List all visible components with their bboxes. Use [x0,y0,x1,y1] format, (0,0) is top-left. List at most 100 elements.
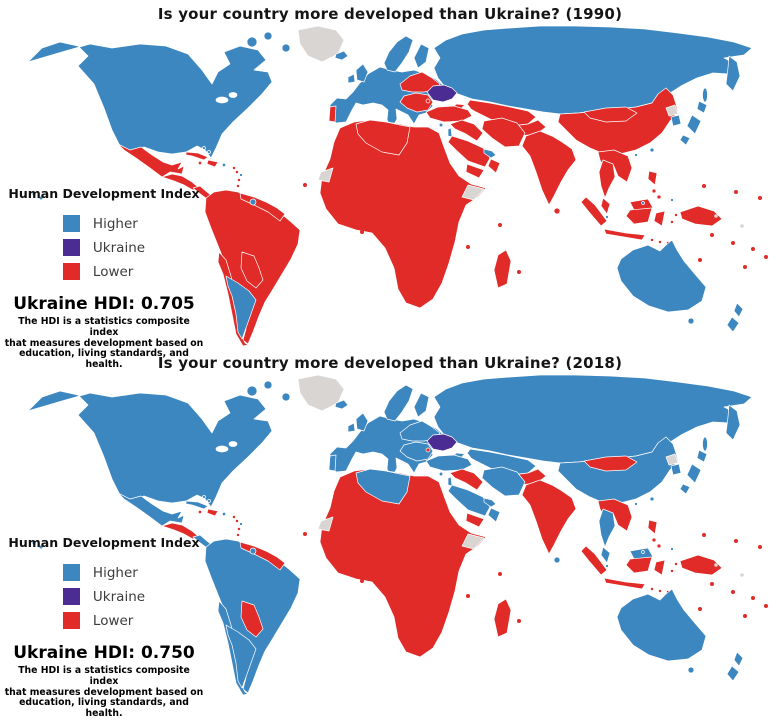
legend-item-ukraine: Ukraine [62,588,145,605]
region-pacific-island [710,582,714,586]
region-bahamas [207,150,211,154]
region-new-guinea [679,205,723,227]
region-pacific-island [743,265,747,269]
region-arctic-islands [281,392,291,402]
region-pacific-island [734,190,738,194]
region-new-zealand [726,316,740,333]
region-moluccas [670,220,674,224]
region-south-korea [670,463,682,476]
region-portugal [328,454,337,472]
region-mexico [117,143,185,178]
region-sri-lanka [553,556,561,564]
ukraine-hdi-value: Ukraine HDI: 0.750 [13,643,195,663]
region-pacific-island [698,607,702,611]
region-sakhalin [702,87,708,103]
region-lesser-sunda [650,238,654,242]
region-indian-ocean-island [466,245,470,249]
caption-line: that measures development based on [4,686,204,698]
region-pacific-island-nodata [714,563,718,567]
region-uk [355,63,369,83]
higher-swatch [62,215,80,232]
region-great-lakes [215,96,229,104]
region-cyprus [438,471,444,477]
legend-item-lower: Lower [62,263,145,280]
region-kamchatka [725,55,741,92]
region-antilles [237,527,241,531]
region-balkans [399,441,434,462]
region-saudi-arabia [447,135,491,168]
region-arctic-islands [263,31,273,41]
region-hawaii [39,196,43,200]
region-sulawesi [653,210,666,227]
region-great-lakes [215,445,229,453]
legend-label-higher: Higher [92,215,138,232]
region-arctic-islands [246,385,258,397]
region-portugal [328,105,337,123]
region-great-lakes [228,92,238,98]
region-pacific-island [702,184,706,188]
region-arctic-islands [281,43,291,53]
legend-item-higher: Higher [62,215,145,232]
region-singapore [605,215,609,219]
legend-label-ukraine: Ukraine [92,239,146,256]
map-panel-2018: Is your country more developed than Ukra… [0,349,780,719]
region-pacific-island [758,196,762,200]
region-palau [670,547,674,551]
region-moldova [425,447,431,453]
region-moluccas [670,569,674,573]
region-cyprus [438,122,444,128]
legend-item-higher: Higher [62,564,145,581]
region-indian-ocean-island [498,572,502,576]
region-lesser-sunda [650,587,654,591]
world-map-svg [27,25,768,347]
region-lesser-sunda [658,240,662,244]
region-japan [696,449,708,463]
region-australia [616,239,707,313]
region-pacific-island [702,533,706,537]
region-pacific-island [764,604,768,608]
region-borneo-malaysia [629,198,654,211]
legend-1990: Human Development Index Higher Ukraine L… [4,186,204,371]
region-taiwan [649,147,655,153]
region-yemen [465,512,485,528]
region-indian-ocean-island [466,594,470,598]
region-saudi-arabia [447,484,491,517]
region-uae-qatar [483,497,497,508]
region-israel [447,127,453,138]
region-japan [686,463,702,484]
region-pacific-island [751,596,755,600]
world-map-1990 [0,0,780,349]
region-pacific-island [731,590,735,594]
region-sri-lanka [553,207,561,215]
region-puerto-rico [221,162,227,168]
region-pacific-island [743,614,747,618]
region-moluccas [674,562,678,566]
region-ireland [347,422,356,433]
region-malaysia [600,197,611,215]
region-new-zealand [733,302,744,318]
legend-rows: Higher Ukraine Lower [62,208,146,287]
region-antilles [235,519,239,523]
region-pacific-island-nodata [740,573,744,577]
region-oman [487,507,501,523]
caption-line: The HDI is a statistics composite index [18,316,190,338]
region-malaysia [600,546,611,564]
map-panel-1990: Is your country more developed than Ukra… [0,0,780,370]
map-title-1990: Is your country more developed than Ukra… [157,5,623,23]
region-philippines [647,519,658,535]
region-antilles [237,178,241,182]
region-french-guiana [249,198,257,206]
region-tasmania [687,317,695,325]
region-indian-ocean-island [517,619,521,623]
region-japan [679,483,691,495]
region-israel [447,476,453,487]
region-pacific-island [758,545,762,549]
legend-label-lower: Lower [92,612,134,629]
region-japan [686,114,702,135]
region-ukraine [426,433,458,452]
region-finland [413,392,430,418]
region-pacific-island [698,258,702,262]
legend-title: Human Development Index [8,186,200,201]
region-iceland [334,399,349,410]
region-argentina [225,275,257,340]
